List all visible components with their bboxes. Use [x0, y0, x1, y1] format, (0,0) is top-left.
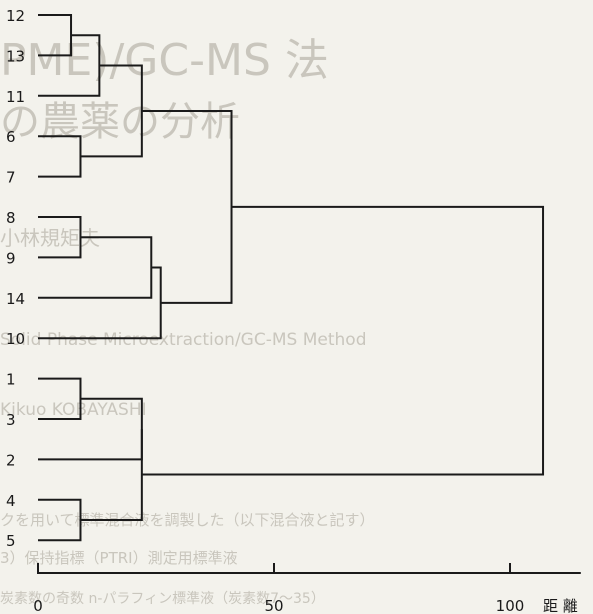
bg-line-6: 3）保持指標（PTRI）測定用標準液	[0, 549, 238, 567]
bg-line-5: クを用いて標準混合液を調製した（以下混合液と記す）	[0, 511, 375, 529]
link-1-3-2-4-5	[80, 429, 143, 521]
link-root	[141, 205, 545, 476]
leaf-label-12: 12	[6, 7, 25, 25]
leaf-label-3: 3	[6, 411, 16, 429]
bg-line-4: Kikuo KOBAYASHI	[0, 400, 147, 420]
bg-line-3: Solid Phase Microextraction/GC-MS Method	[0, 330, 366, 350]
leaf-label-5: 5	[6, 532, 16, 550]
leaf-label-1: 1	[6, 371, 16, 389]
leaf-label-9: 9	[6, 249, 16, 267]
leaf-label-11: 11	[6, 88, 25, 106]
x-axis-title: 距 離	[543, 597, 578, 614]
x-tick-label-0: 0	[33, 597, 43, 614]
dendrogram-links	[38, 14, 545, 542]
leaf-label-14: 14	[6, 290, 25, 308]
bg-line-7: 炭素数の奇数 n-パラフィン標準液（炭素数7〜35）	[0, 590, 325, 607]
x-tick-label-100: 100	[496, 597, 525, 614]
leaf-label-6: 6	[6, 128, 16, 146]
leaf-label-13: 13	[6, 47, 25, 65]
bg-line-0: PME)/GC-MS 法	[0, 35, 329, 86]
leaf-label-4: 4	[6, 492, 16, 510]
leaf-label-8: 8	[6, 209, 16, 227]
leaf-label-10: 10	[6, 330, 25, 348]
x-tick-label-50: 50	[264, 597, 283, 614]
x-axis: 0 50 100	[33, 563, 581, 614]
leaf-label-2: 2	[6, 451, 16, 469]
leaf-label-7: 7	[6, 169, 16, 187]
link-8-9-14-10	[38, 266, 162, 340]
bg-line-1: の農薬の分析	[0, 99, 240, 145]
